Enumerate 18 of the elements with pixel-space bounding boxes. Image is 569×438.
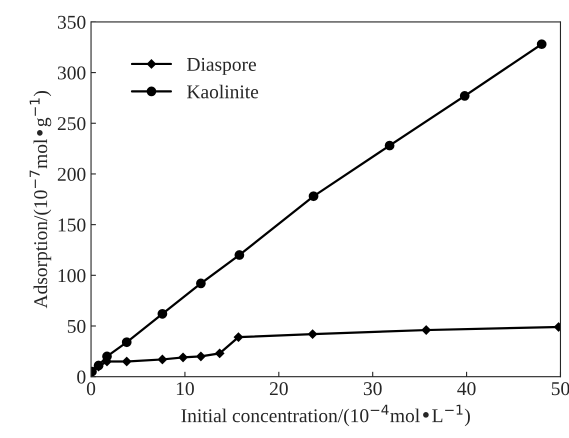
x-tick-label: 50 [552, 382, 569, 396]
y-tick-label: 150 [58, 218, 86, 232]
legend-label: Diaspore [187, 58, 256, 75]
y-tick-label: 200 [58, 168, 86, 181]
y-tick-label: 0 [77, 370, 86, 384]
y-tick-label: 350 [58, 16, 86, 29]
y-axis-title: Adsorption/(10$^{−7}$mol•g$^{−1}$) [30, 91, 52, 308]
y-tick-label: 50 [68, 320, 86, 333]
x-tick-label: 20 [270, 382, 288, 396]
y-tick-label: 300 [58, 66, 86, 80]
x-tick-label: 0 [86, 382, 96, 396]
x-axis-title: Initial concentration/(10$^{−4}$mol•L$^{−1}$) [181, 404, 470, 426]
legend-label: Kaolinite [187, 84, 258, 98]
y-tick-label: 250 [58, 117, 86, 130]
x-tick-label: 40 [457, 382, 476, 396]
y-tick-label: 100 [58, 269, 86, 282]
x-tick-label: 10 [176, 382, 194, 396]
x-tick-label: 30 [364, 382, 382, 396]
